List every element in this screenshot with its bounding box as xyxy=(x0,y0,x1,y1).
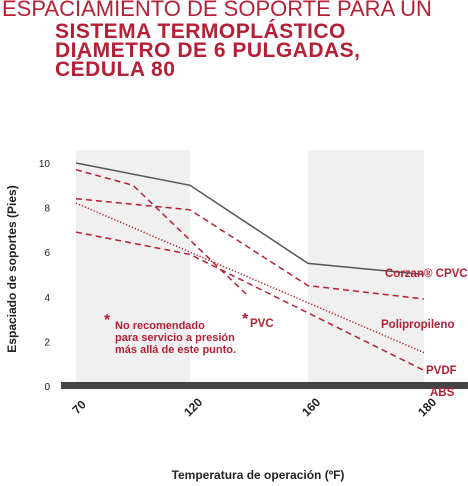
series-line-1 xyxy=(75,197,425,300)
shaded-band-1 xyxy=(308,150,424,382)
x-axis-label: Temperatura de operación (ºF) xyxy=(172,468,345,482)
note-star: * xyxy=(104,312,111,329)
y-tick-8: 8 xyxy=(44,204,50,215)
series-label-corzan: Corzan® CPVC xyxy=(385,268,468,280)
title-line-4: CÉDULA 80 xyxy=(55,58,176,81)
series-line-2 xyxy=(75,202,425,354)
series-label-abs: ABS xyxy=(430,387,455,399)
pvc-limit-star: * xyxy=(242,311,249,328)
title-line-2: SISTEMA TERMOPLÁSTICO xyxy=(55,20,346,43)
title-line-3: DIAMETRO DE 6 PULGADAS, xyxy=(55,39,361,62)
note-line-3: más allá de este punto. xyxy=(115,344,236,356)
series-lines xyxy=(75,162,425,372)
x-axis-bar xyxy=(61,382,468,389)
x-tick-70: 70 xyxy=(69,397,89,417)
series-label-polipropileno: Polipropileno xyxy=(381,319,454,331)
y-tick-4: 4 xyxy=(44,293,50,304)
series-label-pvc: PVC xyxy=(250,318,274,330)
x-tick-labels: 70 120 160 180 xyxy=(69,395,439,419)
y-tick-6: 6 xyxy=(44,248,50,259)
note-line-2: para servicio a presión xyxy=(115,332,235,344)
note-line-1: No recomendado xyxy=(115,320,205,332)
y-tick-labels: 0 2 4 6 8 10 xyxy=(39,159,51,393)
x-tick-120: 120 xyxy=(181,395,205,419)
shaded-band-0 xyxy=(76,150,190,382)
y-tick-2: 2 xyxy=(44,337,50,348)
series-line-0 xyxy=(75,162,425,276)
series-label-pvdf: PVDF xyxy=(426,365,457,377)
title-line-1: ESPACIAMIENTO DE SOPORTE PARA UN xyxy=(2,0,432,21)
x-tick-160: 160 xyxy=(299,395,323,419)
chart-header: ESPACIAMIENTO DE SOPORTE PARA UN SISTEMA… xyxy=(0,0,468,82)
y-tick-10: 10 xyxy=(39,159,51,170)
y-tick-0: 0 xyxy=(44,382,50,393)
y-axis-label: Espaciado de soportes (Pies) xyxy=(5,185,19,352)
series-line-3 xyxy=(75,231,425,372)
